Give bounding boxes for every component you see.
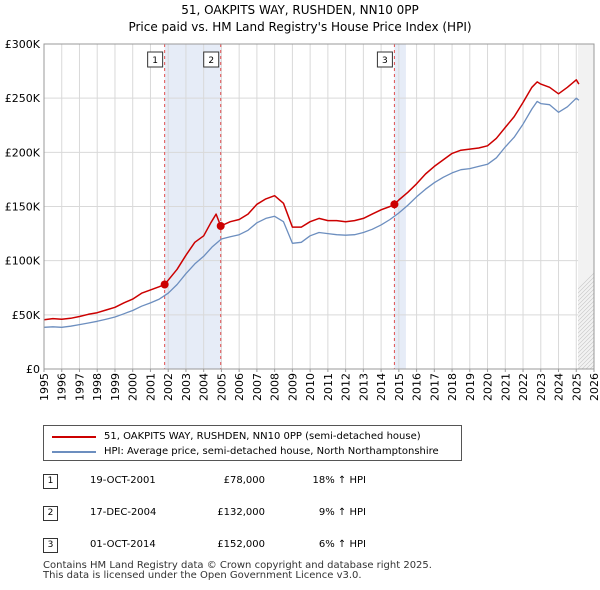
transaction-lines: 1 2 3 — [147, 44, 395, 369]
legend-swatch-price — [52, 436, 96, 438]
x-tick-label: 2017 — [428, 373, 441, 401]
transaction-number: 2 — [43, 506, 58, 521]
y-tick-label: £150K — [5, 201, 41, 214]
grid-lines — [43, 43, 595, 370]
y-tick-label: £300K — [5, 38, 41, 51]
transaction-label: 2 — [208, 56, 214, 66]
x-tick-label: 2001 — [144, 373, 157, 401]
x-tick-label: 2023 — [535, 373, 548, 401]
transaction-label-box — [147, 51, 164, 68]
table-row: 2 17-DEC-2004 £132,000 9% ↑ HPI — [40, 504, 460, 524]
chart-title: 51, OAKPITS WAY, RUSHDEN, NN10 0PP — [181, 3, 419, 17]
legend-label-hpi: HPI: Average price, semi-detached house,… — [104, 446, 439, 457]
transaction-label-box — [376, 51, 393, 68]
x-tick-label: 2000 — [127, 373, 140, 401]
x-tick-label: 2009 — [286, 373, 299, 401]
footer-license: This data is licensed under the Open Gov… — [43, 570, 362, 581]
transaction-hpi: 18% ↑ HPI — [312, 475, 366, 486]
x-tick-label: 2014 — [375, 373, 388, 401]
x-tick-label: 2018 — [446, 373, 459, 401]
transaction-number: 1 — [43, 474, 58, 489]
transaction-date: 01-OCT-2014 — [90, 539, 156, 550]
x-tick-label: 2025 — [570, 373, 583, 401]
x-tick-label: 2015 — [393, 373, 406, 401]
x-tick-label: 2021 — [499, 373, 512, 401]
forecast-area — [578, 44, 594, 369]
y-tick-label: £0 — [26, 363, 40, 376]
x-axis-ticks: 1995 1996 1997 1998 1999 2000 2001 2002 2003 2004… — [38, 369, 600, 401]
table-row: 3 01-OCT-2014 £152,000 6% ↑ HPI — [40, 536, 460, 556]
transaction-price: £152,000 — [217, 539, 265, 550]
transaction-label-box — [203, 51, 220, 68]
transaction-date: 17-DEC-2004 — [90, 507, 157, 518]
transaction-label: 3 — [382, 56, 388, 66]
forecast-hatch — [578, 300, 595, 318]
price-chart: 51, OAKPITS WAY, RUSHDEN, NN10 0PP Price… — [5, 3, 600, 401]
y-tick-label: £50K — [12, 309, 41, 322]
forecast-hatch — [593, 368, 595, 369]
transaction-point — [216, 222, 225, 230]
legend: 51, OAKPITS WAY, RUSHDEN, NN10 0PP (semi… — [43, 425, 462, 461]
transaction-number: 3 — [43, 538, 58, 553]
transaction-point — [160, 280, 169, 289]
x-tick-label: 2007 — [251, 373, 264, 401]
transaction-hpi: 6% ↑ HPI — [318, 539, 366, 550]
series-lines — [43, 79, 580, 328]
x-tick-label: 2012 — [340, 373, 353, 401]
x-tick-label: 2013 — [357, 373, 370, 401]
transaction-point — [390, 200, 399, 209]
footer: Contains HM Land Registry data © Crown c… — [43, 561, 432, 581]
y-tick-label: £100K — [5, 255, 41, 268]
transaction-price: £132,000 — [217, 507, 265, 518]
x-tick-label: 1997 — [73, 373, 86, 401]
x-tick-label: 2020 — [482, 373, 495, 401]
x-tick-label: 2003 — [180, 373, 193, 401]
x-tick-label: 2010 — [304, 373, 317, 401]
x-tick-label: 1998 — [91, 373, 104, 401]
price-paid-line — [43, 79, 580, 321]
table-row: 1 19-OCT-2001 £78,000 18% ↑ HPI — [40, 472, 460, 492]
forecast-hatch — [578, 304, 595, 322]
y-axis-ticks: £0 £50K £100K £150K £200K £250K £300K — [5, 38, 41, 376]
legend-label-price: 51, OAKPITS WAY, RUSHDEN, NN10 0PP (semi… — [104, 431, 421, 442]
forecast-region — [578, 44, 595, 369]
x-tick-label: 2026 — [588, 373, 600, 401]
x-tick-label: 2011 — [322, 373, 335, 401]
chart-subtitle: Price paid vs. HM Land Registry's House … — [128, 20, 471, 34]
transaction-label: 1 — [152, 56, 158, 66]
plot-border — [43, 43, 595, 370]
x-tick-label: 2005 — [215, 373, 228, 401]
footer-copyright: Contains HM Land Registry data © Crown c… — [43, 560, 432, 571]
y-tick-label: £200K — [5, 146, 41, 159]
x-tick-label: 2004 — [198, 373, 211, 401]
forecast-hatch — [578, 312, 595, 330]
x-tick-label: 2006 — [233, 373, 246, 401]
transaction-markers — [160, 200, 399, 289]
x-tick-label: 2016 — [411, 373, 424, 401]
transaction-date: 19-OCT-2001 — [90, 475, 156, 486]
x-tick-label: 1995 — [38, 373, 51, 401]
hpi-line — [43, 97, 580, 328]
transaction-price: £78,000 — [223, 475, 265, 486]
x-tick-label: 2022 — [517, 373, 530, 401]
x-tick-label: 1996 — [56, 373, 69, 401]
y-tick-label: £250K — [5, 92, 41, 105]
legend-swatch-hpi — [52, 451, 96, 453]
x-tick-label: 1999 — [109, 373, 122, 401]
x-tick-label: 2008 — [269, 373, 282, 401]
transaction-hpi: 9% ↑ HPI — [318, 507, 366, 518]
forecast-hatch — [578, 308, 595, 326]
x-tick-label: 2019 — [464, 373, 477, 401]
x-tick-label: 2002 — [162, 373, 175, 401]
x-tick-label: 2024 — [553, 373, 566, 401]
